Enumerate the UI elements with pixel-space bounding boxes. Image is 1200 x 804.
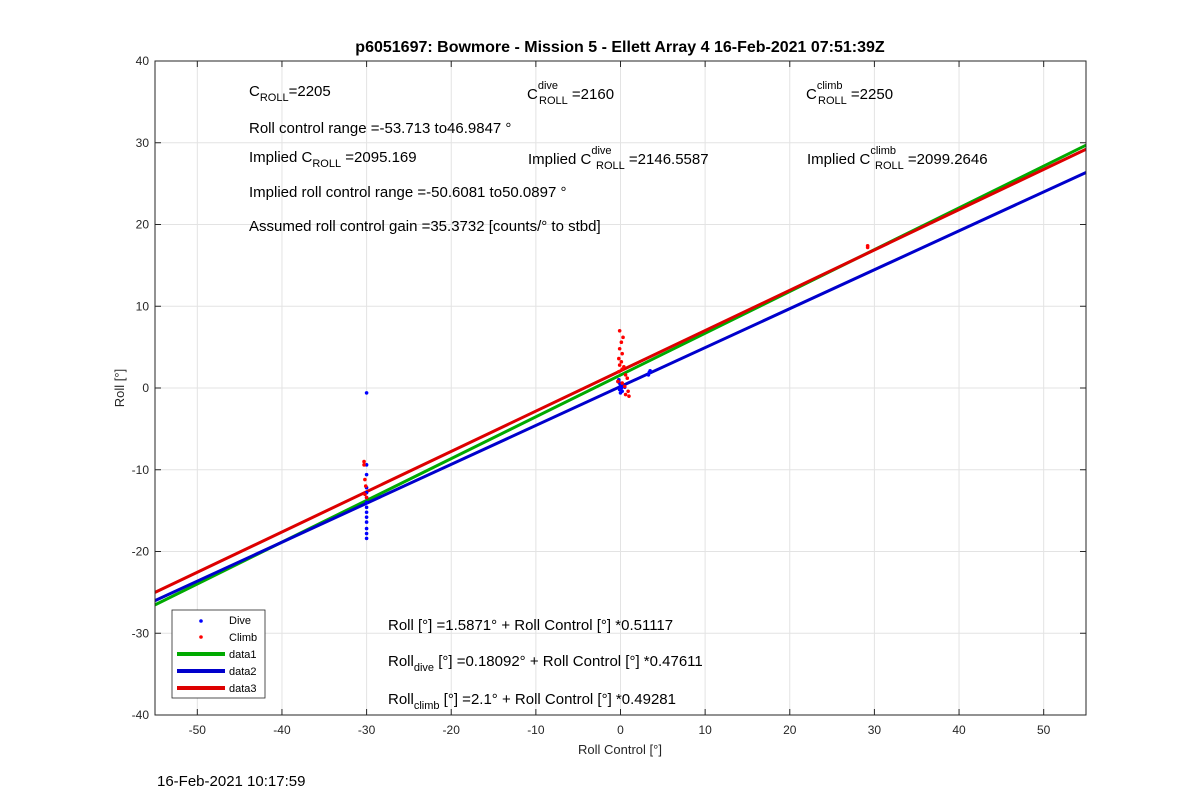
legend-label-climb: Climb bbox=[229, 632, 257, 644]
point-climb bbox=[625, 376, 630, 380]
axis-ticks: -50 -40 -30 -20 -10 0 10 20 30 40 50 -40 -30 -20 -10 0 1… bbox=[132, 54, 1086, 737]
point-dive bbox=[364, 391, 369, 395]
point-dive bbox=[364, 515, 369, 519]
c-dive-annotation: Cdive ROLL =2160 bbox=[527, 80, 614, 107]
y-tick-label: 0 bbox=[142, 381, 149, 395]
fit-all-annotation: Roll [°] =1.5871° + Roll Control [°] *0.… bbox=[388, 617, 673, 634]
point-climb bbox=[363, 492, 367, 497]
legend-marker-dive bbox=[199, 619, 203, 623]
legend-label-data2: data2 bbox=[229, 666, 257, 678]
y-tick-label: 10 bbox=[136, 299, 150, 313]
point-climb bbox=[362, 463, 366, 467]
point-climb bbox=[364, 495, 369, 500]
point-climb bbox=[363, 484, 368, 488]
point-climb bbox=[622, 384, 627, 389]
y-tick-label: 20 bbox=[136, 218, 150, 232]
legend-label-data3: data3 bbox=[229, 683, 257, 695]
x-axis-label: Roll Control [°] bbox=[578, 742, 662, 757]
point-climb bbox=[362, 459, 366, 464]
implied-range-annotation: Implied roll control range =-50.6081 to5… bbox=[249, 184, 566, 201]
point-dive bbox=[364, 536, 369, 541]
x-tick-label: 10 bbox=[698, 723, 712, 737]
point-climb bbox=[865, 243, 870, 248]
point-climb bbox=[617, 356, 621, 361]
point-climb bbox=[617, 346, 622, 351]
point-climb bbox=[617, 328, 622, 333]
point-climb bbox=[619, 360, 624, 364]
point-climb bbox=[620, 367, 624, 371]
point-dive bbox=[364, 526, 369, 531]
point-dive bbox=[364, 531, 369, 536]
legend-label-dive: Dive bbox=[229, 615, 251, 627]
chart-title: p6051697: Bowmore - Mission 5 - Ellett A… bbox=[355, 39, 885, 56]
point-climb bbox=[617, 363, 622, 367]
point-climb bbox=[619, 340, 624, 345]
point-climb bbox=[623, 373, 628, 377]
point-dive bbox=[364, 463, 369, 467]
point-climb bbox=[363, 477, 367, 482]
fit-line-data3 bbox=[154, 147, 1087, 594]
data-points bbox=[362, 243, 870, 541]
point-climb bbox=[617, 369, 621, 374]
footer-timestamp: 16-Feb-2021 10:17:59 bbox=[157, 773, 306, 790]
point-climb bbox=[620, 381, 624, 385]
x-tick-label: -10 bbox=[527, 723, 545, 737]
x-tick-label: -40 bbox=[273, 723, 291, 737]
point-climb bbox=[623, 392, 628, 397]
y-tick-label: -30 bbox=[132, 626, 150, 640]
legend-label-data1: data1 bbox=[229, 649, 257, 661]
c-climb-annotation: Cclimb ROLL =2250 bbox=[806, 80, 893, 107]
y-tick-label: -40 bbox=[132, 708, 150, 722]
point-climb bbox=[626, 389, 630, 394]
point-dive bbox=[364, 500, 369, 505]
x-tick-label: -50 bbox=[189, 723, 207, 737]
point-dive bbox=[364, 520, 369, 524]
implied-c-climb-annotation: Implied Cclimb ROLL =2099.2646 bbox=[807, 145, 988, 172]
y-axis-label: Roll [°] bbox=[112, 369, 127, 407]
point-dive bbox=[364, 472, 369, 477]
point-climb bbox=[627, 394, 631, 398]
implied-c-roll-annotation: Implied CROLL =2095.169 bbox=[249, 149, 417, 170]
roll-control-range-annotation: Roll control range =-53.713 to46.9847 ° bbox=[249, 120, 511, 137]
point-dive bbox=[364, 505, 369, 510]
point-climb bbox=[616, 379, 620, 384]
point-climb bbox=[621, 335, 625, 340]
gain-annotation: Assumed roll control gain =35.3732 [coun… bbox=[249, 218, 601, 235]
y-tick-label: -20 bbox=[132, 545, 150, 559]
fit-climb-annotation: Rollclimb [°] =2.1° + Roll Control [°] *… bbox=[388, 691, 676, 712]
y-tick-label: 30 bbox=[136, 136, 150, 150]
x-tick-label: -20 bbox=[443, 723, 461, 737]
c-roll-annotation: CROLL=2205 bbox=[249, 83, 331, 104]
implied-c-dive-annotation: Implied Cdive ROLL =2146.5587 bbox=[528, 145, 709, 172]
x-tick-label: 20 bbox=[783, 723, 797, 737]
y-tick-label: -10 bbox=[132, 463, 150, 477]
y-tick-label: 40 bbox=[136, 54, 150, 68]
legend: Dive Climb data1 data2 data3 bbox=[171, 609, 266, 699]
x-tick-label: -30 bbox=[358, 723, 376, 737]
legend-marker-climb bbox=[199, 635, 203, 639]
point-climb bbox=[620, 351, 624, 356]
fit-dive-annotation: Rolldive [°] =0.18092° + Roll Control [°… bbox=[388, 653, 703, 674]
point-dive bbox=[618, 391, 623, 395]
x-tick-label: 40 bbox=[952, 723, 966, 737]
x-tick-label: 50 bbox=[1037, 723, 1051, 737]
x-tick-label: 0 bbox=[617, 723, 624, 737]
point-dive bbox=[648, 369, 652, 373]
x-tick-label: 30 bbox=[868, 723, 882, 737]
point-dive bbox=[364, 510, 369, 515]
